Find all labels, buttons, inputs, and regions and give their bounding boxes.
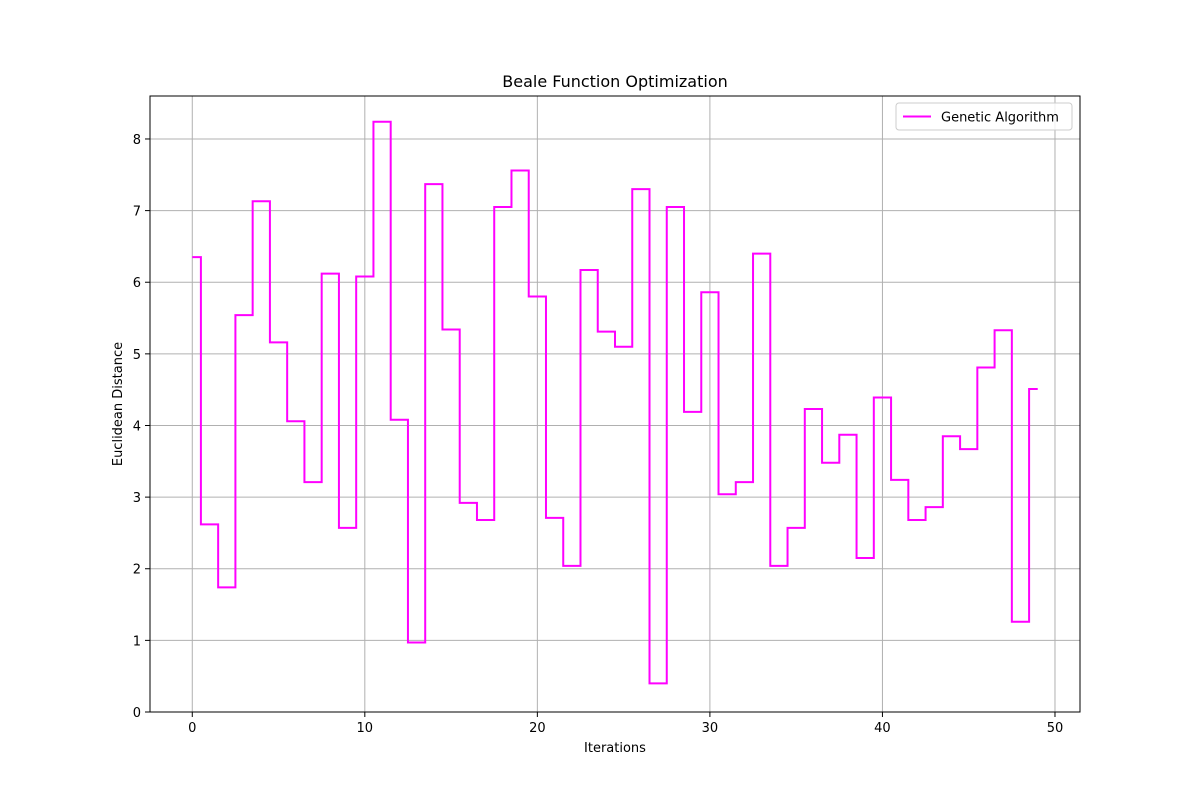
y-tick-label: 0	[133, 706, 141, 721]
y-tick-label: 7	[133, 205, 141, 220]
legend-label: Genetic Algorithm	[941, 111, 1059, 126]
y-tick-label: 1	[133, 634, 141, 649]
legend-box	[895, 102, 1073, 131]
x-tick-label: 10	[357, 721, 374, 736]
legend: Genetic Algorithm	[895, 102, 1073, 131]
y-tick-label: 3	[133, 491, 141, 506]
series-line-0	[192, 120, 1038, 685]
x-tick-label: 50	[1047, 721, 1064, 736]
y-axis-title: Euclidean Distance	[111, 342, 126, 466]
y-tick-label: 2	[133, 563, 141, 578]
grid-lines	[150, 96, 1080, 713]
y-tick-label: 5	[133, 348, 141, 363]
plot-frame	[149, 95, 1081, 713]
x-tick-label: 30	[702, 721, 719, 736]
axis-ticks: 0 10 20 30 40 50 0 1 2 3 4 5 6 7 8	[133, 133, 1064, 736]
y-tick-label: 6	[133, 276, 141, 291]
x-tick-label: 0	[188, 721, 196, 736]
x-tick-label: 40	[874, 721, 891, 736]
y-tick-label: 8	[133, 133, 141, 148]
series-layer	[192, 120, 1038, 685]
y-tick-label: 4	[133, 419, 141, 434]
x-axis-title: Iterations	[584, 741, 646, 756]
x-tick-label: 20	[529, 721, 546, 736]
chart-title: Beale Function Optimization	[502, 72, 728, 91]
